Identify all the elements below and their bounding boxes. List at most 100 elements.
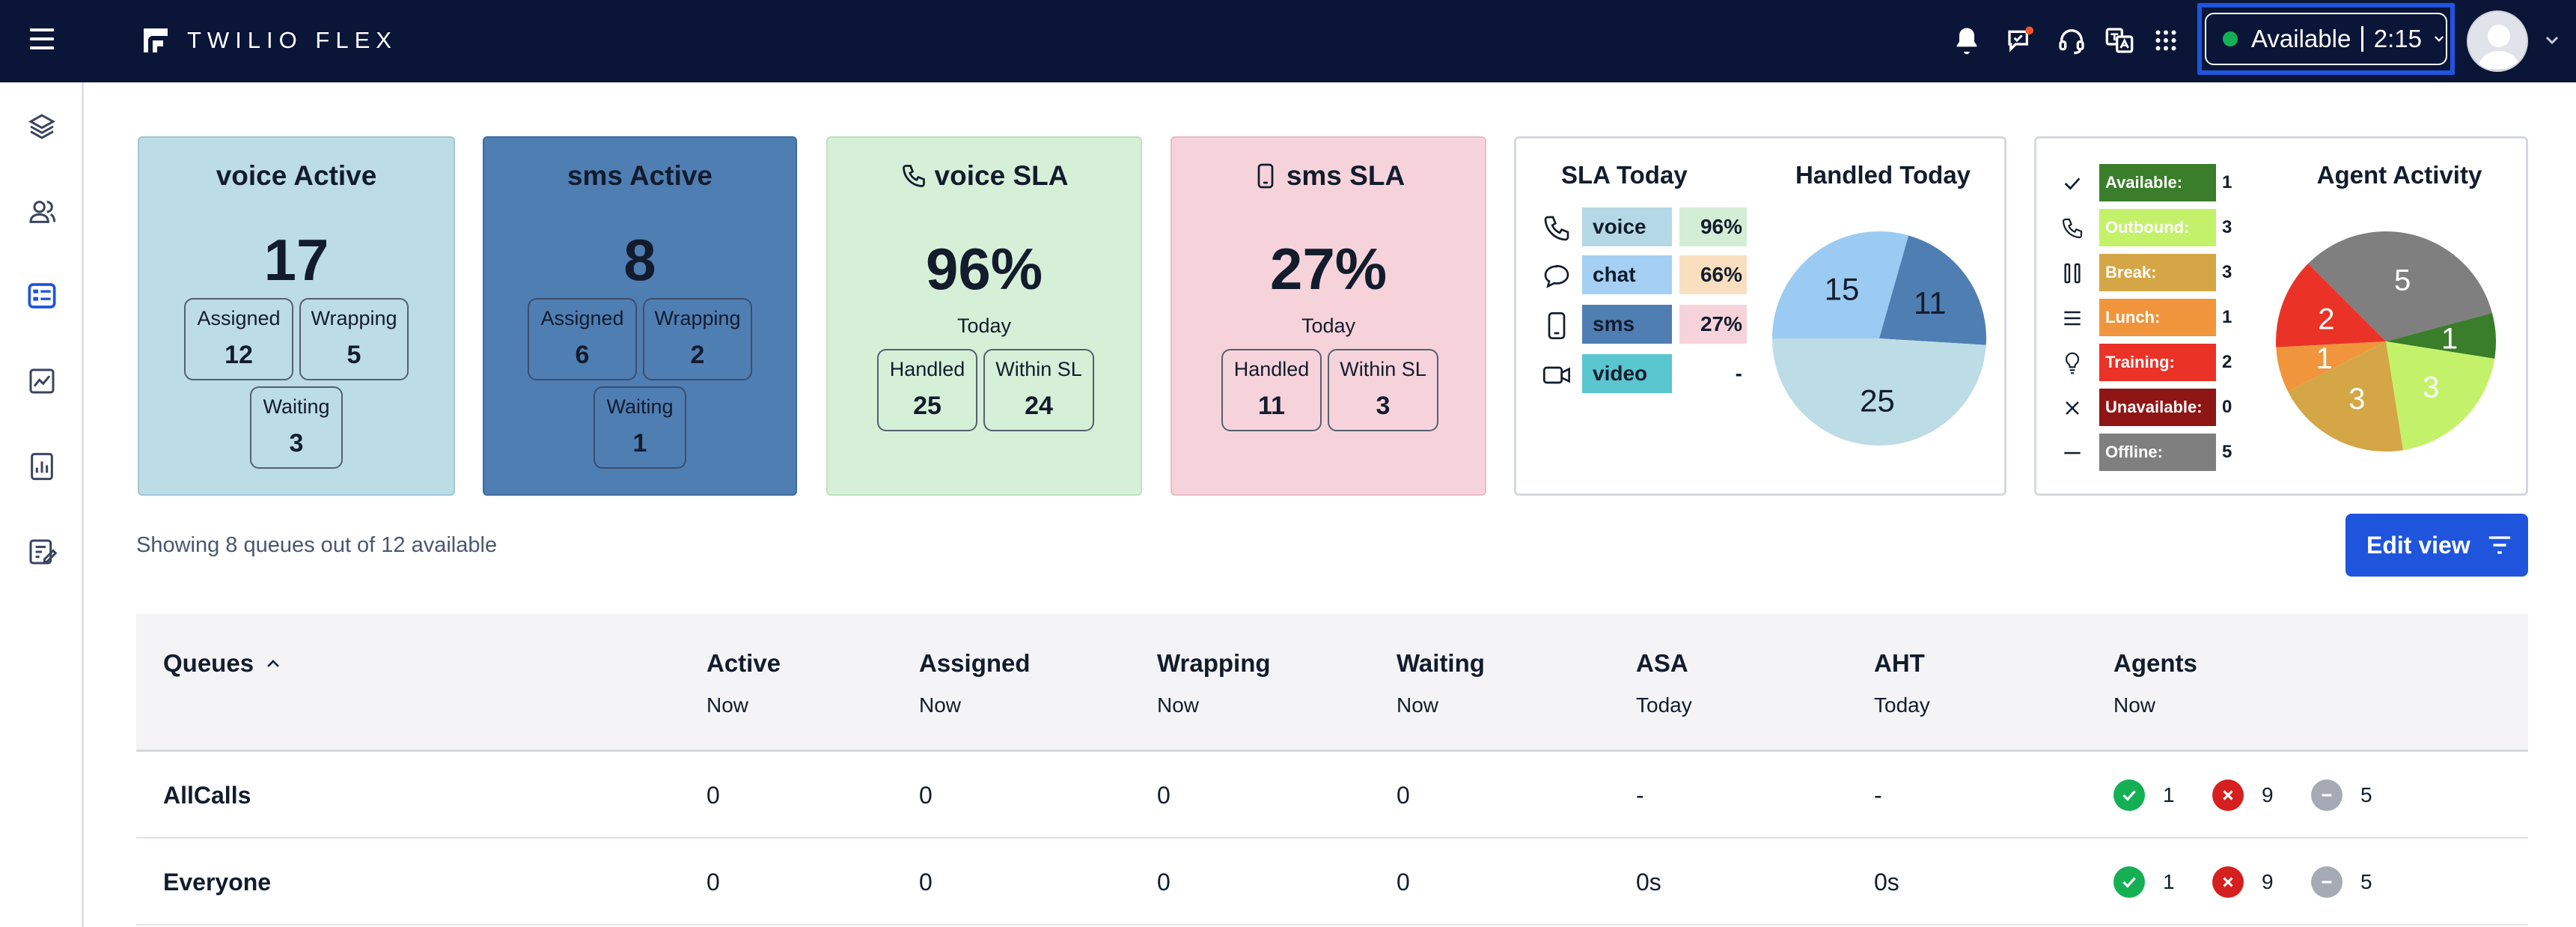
channel-name: video <box>1582 354 1672 393</box>
table-row[interactable]: Everyone 0 0 0 0 0s 0s 1 9 5 <box>136 839 2528 926</box>
queues-stats-icon[interactable] <box>25 279 59 313</box>
activity-count: 1 <box>2222 307 2232 327</box>
column-header-waiting[interactable]: Waiting Now <box>1397 648 1485 717</box>
wrapping-label: Wrapping <box>654 307 741 329</box>
chat-alert-icon[interactable] <box>2003 22 2039 58</box>
tile-title: sms Active <box>567 160 712 191</box>
today-label: Today <box>956 314 1012 337</box>
activity-label: Break: <box>2099 254 2216 291</box>
waiting-value: 0 <box>1397 869 1410 896</box>
translate-icon[interactable] <box>2102 22 2137 58</box>
channel-sla: 27% <box>1679 305 1747 344</box>
handled-label: Handled <box>889 358 965 380</box>
activity-label: Offline: <box>2099 434 2216 471</box>
table-header: Queues Active Now Assigned Now Wrapping … <box>136 614 2528 752</box>
pie-slice-label: 2 <box>2318 303 2334 335</box>
column-header-asa[interactable]: ASA Today <box>1636 648 1692 717</box>
status-label: Available <box>2251 25 2351 52</box>
column-header-assigned[interactable]: Assigned Now <box>919 648 1031 717</box>
within-sl-label: Within SL <box>1340 358 1426 380</box>
menu-icon[interactable] <box>30 28 54 51</box>
column-label: ASA <box>1636 649 1688 677</box>
waiting-label: Waiting <box>263 395 330 418</box>
waiting-box: Waiting 1 <box>593 386 686 469</box>
sidebar <box>0 82 84 927</box>
agents-summary: 1 9 5 <box>2113 839 2410 926</box>
analytics-icon[interactable] <box>25 364 59 398</box>
avatar[interactable] <box>2467 10 2528 72</box>
channel-name: voice <box>1582 207 1672 246</box>
aht-value: 0s <box>1874 869 1899 896</box>
table-row[interactable]: AllCalls 0 0 0 0 - - 1 9 5 <box>136 752 2528 839</box>
column-header-queues[interactable]: Queues <box>163 648 282 693</box>
column-sublabel: Now <box>1157 693 1200 717</box>
within-sl-box: Within SL 3 <box>1328 349 1438 431</box>
assigned-value: 0 <box>919 869 933 896</box>
assigned-label: Assigned <box>197 307 281 329</box>
channel-name: chat <box>1582 255 1672 294</box>
pie-slice-label: 11 <box>1914 285 1947 320</box>
sms-sla-tile: sms SLA 27% Today Handled 11 Within SL 3 <box>1171 136 1486 496</box>
column-label: Queues <box>163 649 254 677</box>
agents-available-count: 1 <box>2163 870 2175 893</box>
notifications-bell-icon[interactable] <box>1949 22 1985 58</box>
wrapping-box: Wrapping 5 <box>299 298 409 380</box>
agent-activity-tile: Available: 1 Outbound: 3 Break: 3 Lunch:… <box>2034 136 2528 496</box>
activity-label: Training: <box>2099 344 2216 381</box>
activity-status-button[interactable]: Available 2:15 <box>2205 13 2447 65</box>
column-sublabel: Now <box>1397 693 1439 717</box>
assigned-box: Assigned 12 <box>184 298 293 380</box>
wrapping-value: 0 <box>1157 869 1171 896</box>
column-sublabel: Now <box>2113 693 2156 717</box>
tile-title: voice SLA <box>828 160 1141 192</box>
chevron-down-icon[interactable] <box>2543 31 2561 49</box>
edit-view-button[interactable]: Edit view <box>2345 514 2528 577</box>
activity-count: 5 <box>2222 442 2232 462</box>
layers-icon[interactable] <box>25 109 59 144</box>
queues-table: Queues Active Now Assigned Now Wrapping … <box>136 614 2528 926</box>
agents-offline-count: 5 <box>2360 783 2372 806</box>
agents-unavailable-count: 9 <box>2262 870 2274 893</box>
handled-box: Handled 25 <box>877 349 977 431</box>
asa-value: - <box>1636 782 1644 809</box>
reports-icon[interactable] <box>25 449 59 484</box>
brand: TWILIO FLEX <box>141 22 397 58</box>
sms-active-tile: sms Active 8 Assigned 6 Wrapping 2 Waiti… <box>483 136 797 496</box>
mobile-icon <box>1548 312 1566 339</box>
pie-slice <box>2276 264 2386 347</box>
pie-slice-label: 3 <box>2348 383 2365 416</box>
column-sublabel: Now <box>919 693 962 717</box>
voice-active-tile: voice Active 17 Assigned 12 Wrapping 5 W… <box>138 136 455 496</box>
phone-icon <box>1544 216 1569 241</box>
column-header-aht[interactable]: AHT Today <box>1874 648 1930 717</box>
pie-slice-label: 5 <box>2394 264 2411 297</box>
column-label: Agents <box>2113 649 2197 677</box>
chat-icon <box>1544 264 1569 288</box>
agents-offline-count: 5 <box>2360 870 2372 893</box>
column-header-agents[interactable]: Agents Now <box>2113 648 2197 717</box>
agents-icon[interactable] <box>25 195 59 229</box>
activity-label: Outbound: <box>2099 209 2216 246</box>
headset-icon[interactable] <box>2054 22 2090 58</box>
handled-box: Handled 11 <box>1221 349 1322 431</box>
phone-icon <box>902 165 925 187</box>
tile-title-text: sms SLA <box>1286 160 1405 191</box>
activity-count: 0 <box>2222 397 2232 417</box>
tasks-icon[interactable] <box>25 535 59 569</box>
pause-icon <box>2064 263 2081 284</box>
column-header-wrapping[interactable]: Wrapping Now <box>1157 648 1271 717</box>
brand-name: TWILIO FLEX <box>187 27 397 53</box>
apps-grid-icon[interactable] <box>2148 22 2184 58</box>
handled-label: Handled <box>1233 358 1310 380</box>
edit-view-label: Edit view <box>2366 531 2470 559</box>
lightbulb-icon <box>2065 352 2080 374</box>
chevron-down-icon <box>2434 36 2444 42</box>
pie-slice <box>2276 341 2386 392</box>
sort-ascending-icon <box>267 660 279 667</box>
queues-count-text: Showing 8 queues out of 12 available <box>136 533 498 557</box>
active-value: 0 <box>706 782 720 809</box>
available-check-icon <box>2113 779 2145 811</box>
column-header-active[interactable]: Active Now <box>706 648 781 717</box>
column-sublabel: Today <box>1636 693 1692 717</box>
column-label: Waiting <box>1397 649 1485 677</box>
